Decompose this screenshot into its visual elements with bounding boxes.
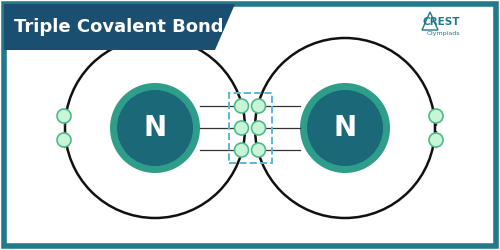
Circle shape (234, 99, 248, 113)
Circle shape (57, 133, 71, 147)
Circle shape (252, 121, 266, 135)
Circle shape (234, 143, 248, 157)
Circle shape (429, 109, 443, 123)
Circle shape (307, 90, 383, 166)
Circle shape (252, 143, 266, 157)
Text: Olympiads: Olympiads (426, 30, 460, 36)
Circle shape (252, 99, 266, 113)
Circle shape (300, 83, 390, 173)
Polygon shape (4, 4, 235, 50)
Circle shape (117, 90, 193, 166)
FancyBboxPatch shape (4, 4, 496, 246)
Text: N: N (334, 114, 356, 142)
Text: Triple Covalent Bond: Triple Covalent Bond (14, 18, 224, 36)
Text: N: N (144, 114, 167, 142)
Circle shape (429, 133, 443, 147)
Circle shape (110, 83, 200, 173)
Text: CREST: CREST (422, 17, 460, 27)
Circle shape (57, 109, 71, 123)
Circle shape (234, 121, 248, 135)
